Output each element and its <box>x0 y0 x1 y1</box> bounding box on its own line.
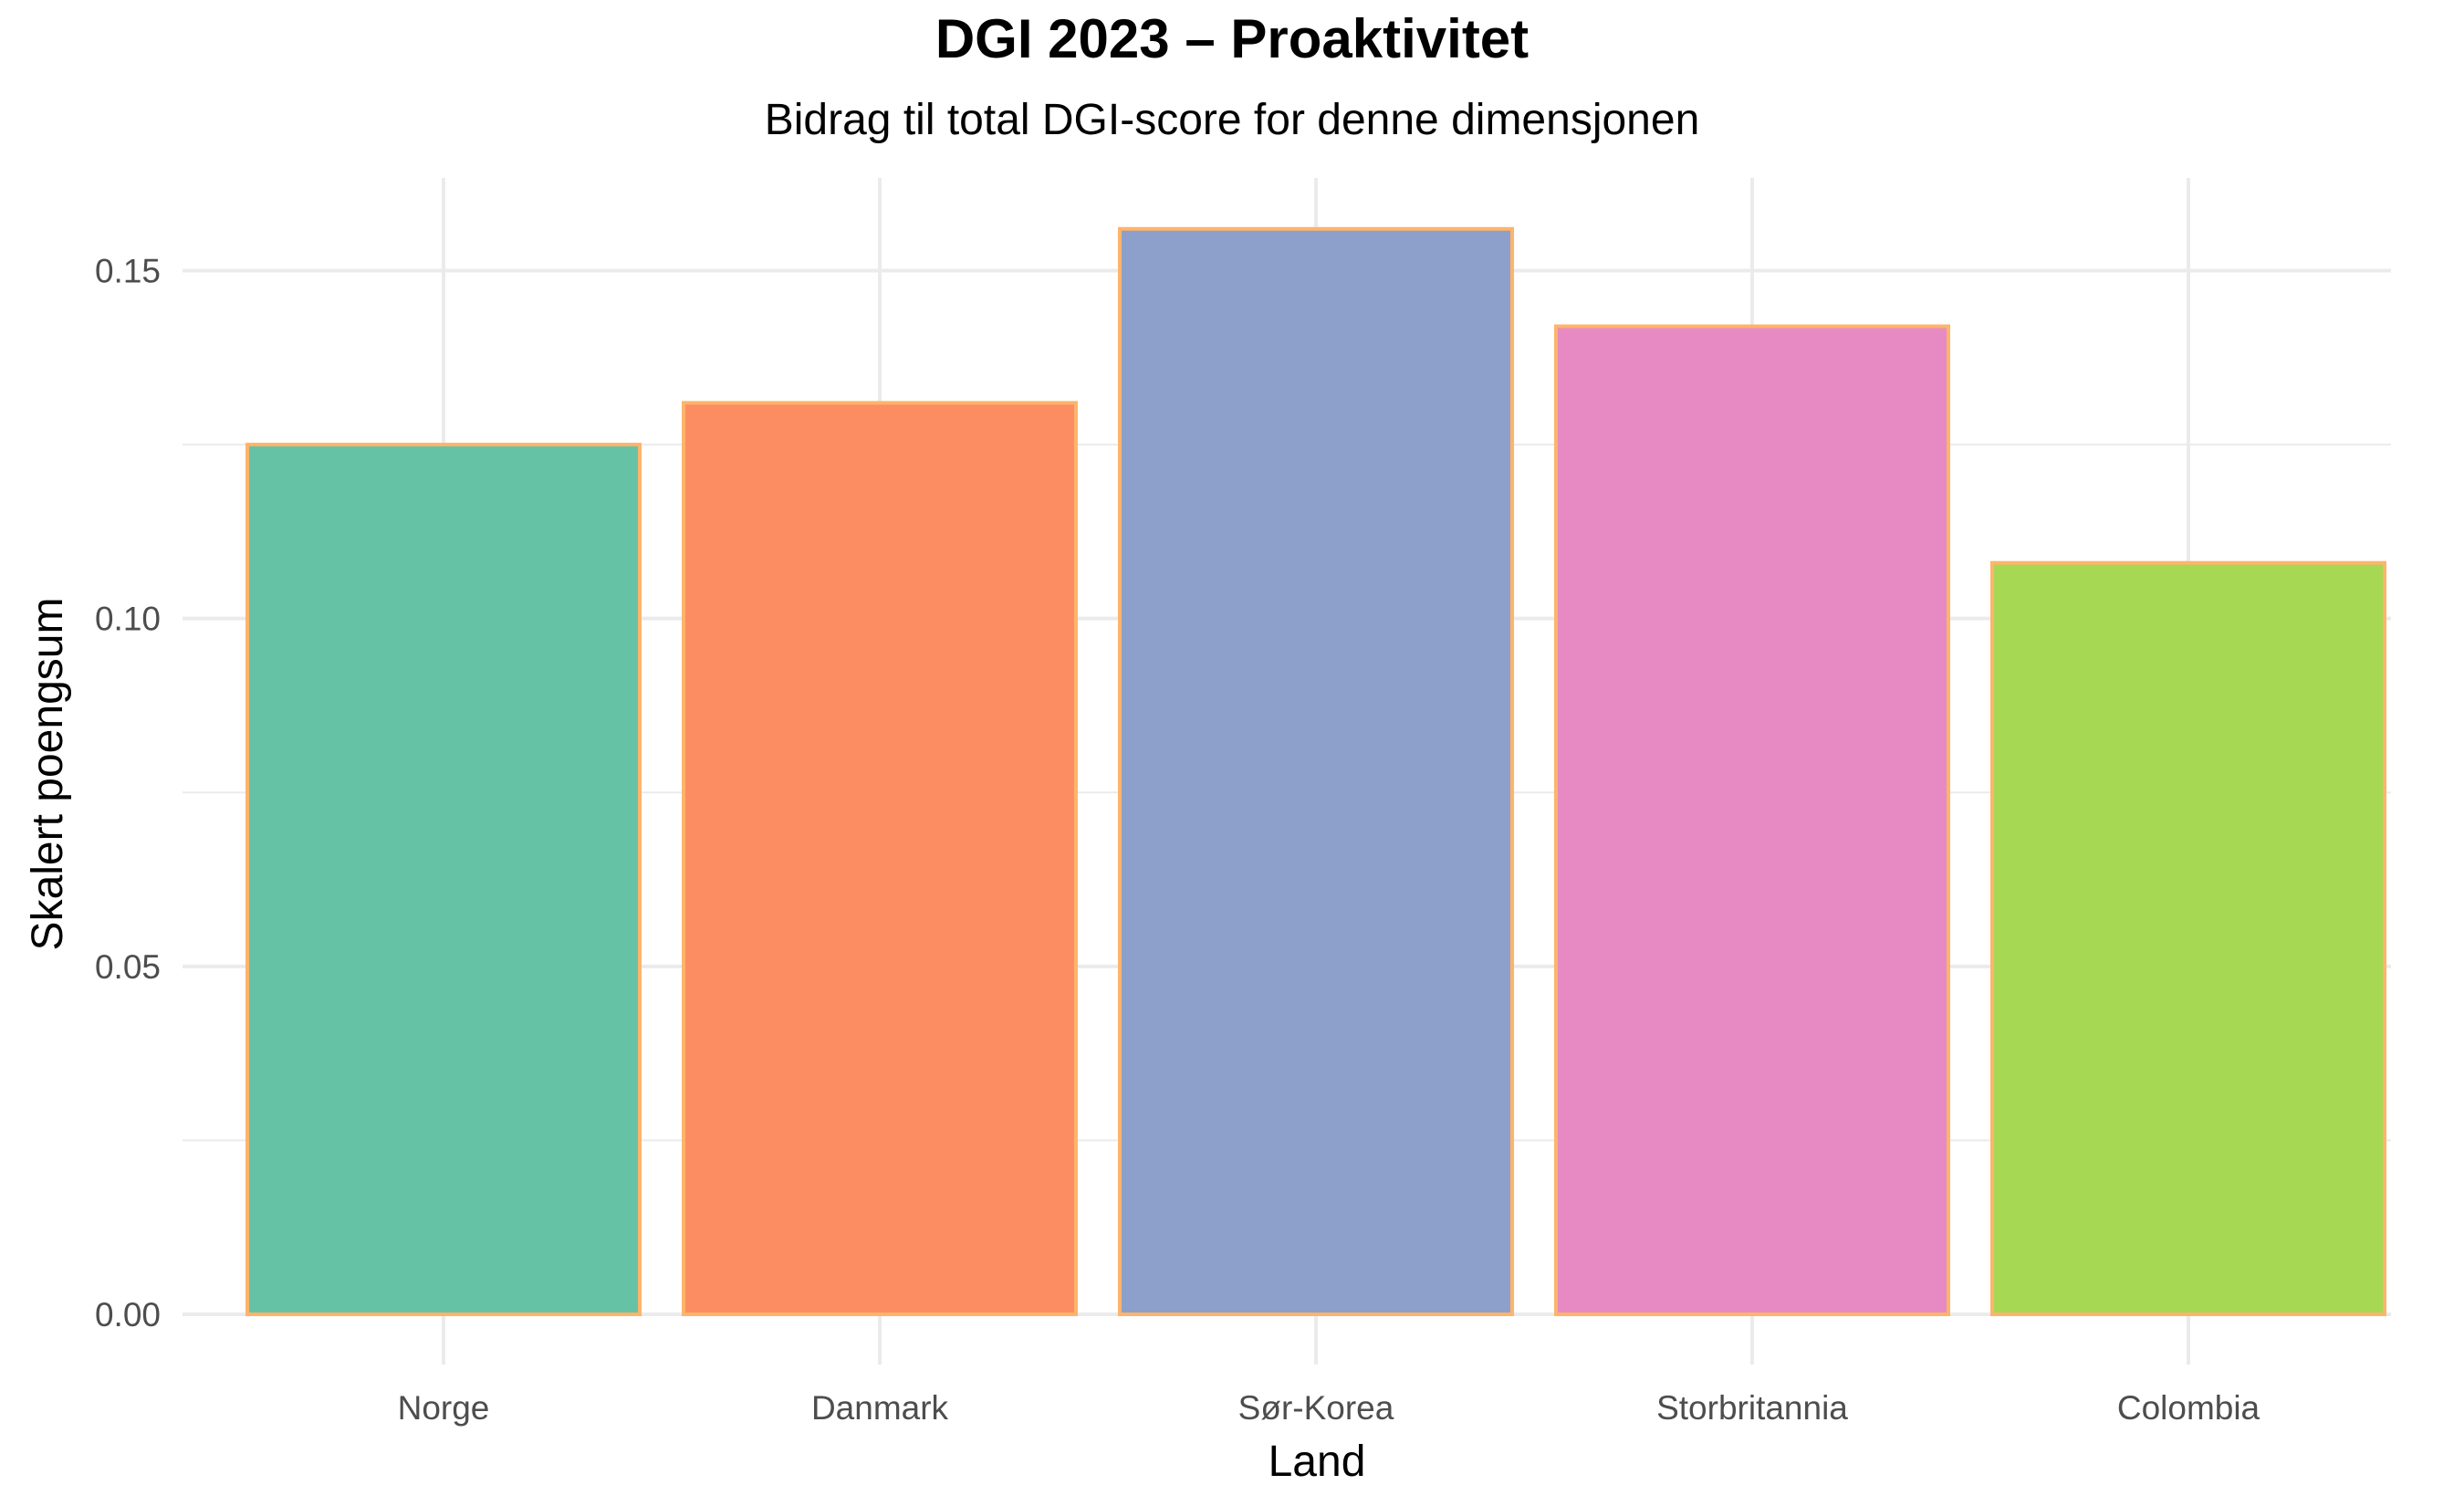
tick-layer: 0.00 0.05 0.10 0.15 Norge Danmark Sør-Korea Sto… <box>95 253 2260 1428</box>
x-tick-label: Storbritannia <box>1656 1389 1848 1427</box>
bar-s-r-korea <box>1118 226 1514 1316</box>
chart-title: DGI 2023 – Proaktivitet <box>934 8 1530 69</box>
y-tick-label: 0.05 <box>95 948 161 986</box>
chart-subtitle: Bidrag til total DGI-score for denne dim… <box>764 96 1700 144</box>
y-axis-title: Skalert poengsum <box>24 598 72 951</box>
y-tick-label: 0.00 <box>95 1296 161 1333</box>
bar-layer <box>245 226 2386 1317</box>
x-axis-title: Land <box>1269 1438 1366 1486</box>
bar-storbritannia <box>1554 324 1950 1316</box>
y-tick-label: 0.15 <box>95 253 161 290</box>
bar-danmark <box>682 401 1078 1316</box>
bar-colombia <box>1990 560 2386 1316</box>
x-tick-label: Danmark <box>811 1389 949 1427</box>
y-tick-label: 0.10 <box>95 601 161 638</box>
bar-norge <box>245 443 642 1317</box>
x-tick-label: Colombia <box>2117 1389 2260 1427</box>
x-tick-label: Norge <box>398 1389 490 1427</box>
x-tick-label: Sør-Korea <box>1238 1389 1394 1427</box>
